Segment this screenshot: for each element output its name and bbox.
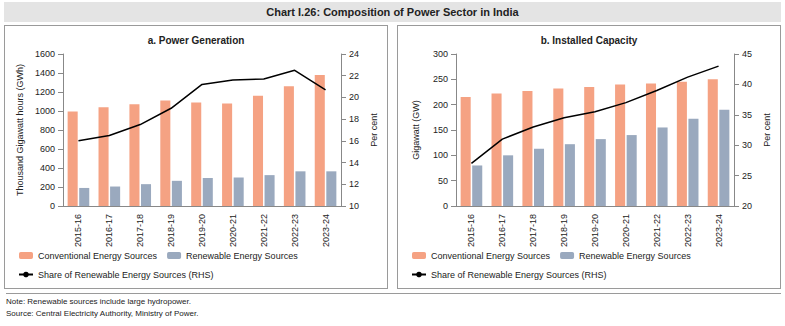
svg-text:Gigawatt (GW): Gigawatt (GW) <box>411 100 421 160</box>
svg-text:600: 600 <box>40 144 55 154</box>
svg-text:1400: 1400 <box>35 68 55 78</box>
svg-text:1000: 1000 <box>35 106 55 116</box>
svg-text:Thousand Gigawatt hours (GWh): Thousand Gigawatt hours (GWh) <box>15 64 25 196</box>
html-text:Note: Renewable sources includ: Note: Renewable sources include large hy… <box>6 297 191 306</box>
svg-text:2019-20: 2019-20 <box>590 214 600 247</box>
svg-text:18: 18 <box>349 114 359 124</box>
svg-text:800: 800 <box>40 125 55 135</box>
svg-text:2020-21: 2020-21 <box>228 214 238 247</box>
svg-text:Renewable Energy Sources: Renewable Energy Sources <box>186 251 298 261</box>
svg-text:0: 0 <box>443 201 448 211</box>
svg-text:Conventional Energy Sources: Conventional Energy Sources <box>38 251 158 261</box>
svg-text:400: 400 <box>40 163 55 173</box>
svg-text:2020-21: 2020-21 <box>621 214 631 247</box>
svg-text:16: 16 <box>349 136 359 146</box>
svg-text:Per cent: Per cent <box>369 113 379 147</box>
svg-text:2017-18: 2017-18 <box>528 214 538 247</box>
svg-text:25: 25 <box>742 171 752 181</box>
svg-text:10: 10 <box>349 201 359 211</box>
svg-text:2023-24: 2023-24 <box>714 214 724 247</box>
svg-text:Share of Renewable Energy Sour: Share of Renewable Energy Sources (RHS) <box>38 270 214 280</box>
svg-text:1200: 1200 <box>35 87 55 97</box>
svg-text:2018-19: 2018-19 <box>559 214 569 247</box>
svg-text:2015-16: 2015-16 <box>466 214 476 247</box>
html-text:Chart I.26: Composition of Pow: Chart I.26: Composition of Power Sector … <box>266 6 519 18</box>
svg-text:35: 35 <box>742 110 752 120</box>
svg-text:12: 12 <box>349 179 359 189</box>
svg-text:2016-17: 2016-17 <box>104 214 114 247</box>
svg-text:Conventional Energy Sources: Conventional Energy Sources <box>431 251 551 261</box>
svg-text:14: 14 <box>349 158 359 168</box>
svg-text:Share of Renewable Energy Sour: Share of Renewable Energy Sources (RHS) <box>431 270 607 280</box>
svg-text:2022-23: 2022-23 <box>683 214 693 247</box>
svg-text:20: 20 <box>742 201 752 211</box>
svg-text:0: 0 <box>50 201 55 211</box>
svg-text:2019-20: 2019-20 <box>197 214 207 247</box>
svg-text:150: 150 <box>433 125 448 135</box>
svg-text:2016-17: 2016-17 <box>497 214 507 247</box>
html-text:Source: Central Electricity Au: Source: Central Electricity Authority, M… <box>6 309 199 318</box>
svg-text:2017-18: 2017-18 <box>135 214 145 247</box>
svg-text:Per cent: Per cent <box>762 113 772 147</box>
svg-text:30: 30 <box>742 140 752 150</box>
svg-text:45: 45 <box>742 49 752 59</box>
svg-text:2022-23: 2022-23 <box>290 214 300 247</box>
svg-text:250: 250 <box>433 74 448 84</box>
svg-text:20: 20 <box>349 92 359 102</box>
svg-text:40: 40 <box>742 79 752 89</box>
svg-text:2021-22: 2021-22 <box>652 214 662 247</box>
svg-text:b. Installed Capacity: b. Installed Capacity <box>541 35 638 46</box>
svg-text:22: 22 <box>349 71 359 81</box>
svg-text:50: 50 <box>438 176 448 186</box>
svg-text:24: 24 <box>349 49 359 59</box>
svg-text:Renewable Energy Sources: Renewable Energy Sources <box>579 251 691 261</box>
svg-text:2015-16: 2015-16 <box>73 214 83 247</box>
svg-text:2018-19: 2018-19 <box>166 214 176 247</box>
svg-text:a. Power Generation: a. Power Generation <box>148 35 245 46</box>
svg-text:300: 300 <box>433 49 448 59</box>
svg-text:2023-24: 2023-24 <box>321 214 331 247</box>
svg-text:200: 200 <box>433 100 448 110</box>
svg-text:200: 200 <box>40 182 55 192</box>
svg-text:1600: 1600 <box>35 49 55 59</box>
svg-text:2021-22: 2021-22 <box>259 214 269 247</box>
svg-text:100: 100 <box>433 150 448 160</box>
